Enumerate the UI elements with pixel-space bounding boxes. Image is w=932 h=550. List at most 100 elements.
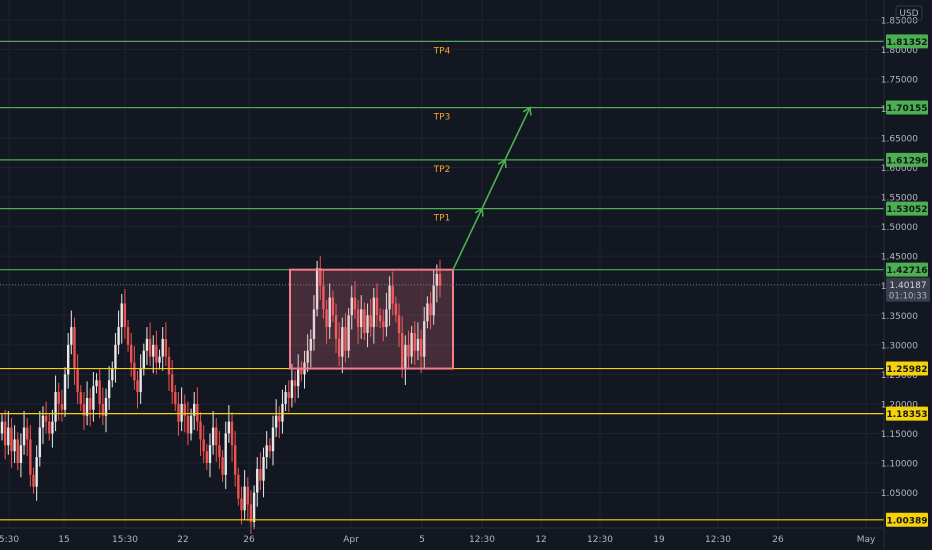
candle-body [322,285,325,310]
projection-arrow[interactable] [452,106,532,271]
candle-body [41,415,45,428]
price-tag-value: 1.70155 [887,104,928,114]
candle-body [233,445,237,475]
candle-body [205,451,209,463]
candle-body [372,297,376,328]
candle-body [114,344,117,369]
candle-body [243,486,246,511]
y-tick-label: 1.65000 [881,135,918,145]
candle-body [315,268,319,310]
candle-body [174,392,177,404]
candle-body [259,468,262,481]
price-tag-bg [886,201,928,216]
candle-body [325,309,328,328]
candle-body [353,297,357,310]
candle-body [394,303,398,316]
candle-body [189,415,193,434]
price-tag-value: 1.61296 [887,156,928,166]
projection-path[interactable] [452,107,531,271]
candle-body [413,333,416,351]
candle-body [129,344,133,363]
y-tick-label: 1.80000 [881,46,918,56]
candle-body [366,315,369,333]
candle-body [391,285,394,304]
candle-body [347,315,350,351]
y-tick-label: 1.05000 [881,489,918,499]
candle-body [82,403,86,416]
countdown-timer: 01:10:33 [889,292,927,302]
candle-body [54,392,57,422]
candle-body [38,427,42,458]
candle-body [98,380,101,404]
y-tick-label: 1.20000 [881,400,918,410]
x-tick-label: 12 [535,535,546,545]
price-tag-bg [886,152,928,167]
candle-body [57,392,60,404]
candle-body [334,315,338,339]
range-box[interactable] [289,268,454,370]
candle-body [48,421,51,434]
candle-body [284,392,287,404]
x-tick-label: 12:30 [469,535,495,545]
candle-body [375,297,379,316]
candle-body [240,498,243,511]
candle-body [158,356,161,363]
candle-body [432,285,435,316]
price-tags: 1.81352 1.70155 1.61296 1.53052 1.42716 1.259… [886,34,928,527]
y-tick-label: 1.85000 [881,16,918,26]
candle-body [180,403,183,422]
candle-body [136,380,139,393]
candle-body [208,445,212,463]
candle-body [76,368,79,393]
candle-body [271,427,275,452]
candle-body [312,309,316,339]
price-tag-bg [886,361,928,376]
candle-body [63,374,67,410]
candle-body [170,374,174,393]
candle-body [249,504,253,523]
candle-body [152,344,155,357]
x-tick-label: 15 [58,535,69,545]
currency-label[interactable]: USD [899,9,918,19]
candle-body [95,380,98,387]
price-tag-value: 1.42716 [887,266,928,276]
x-tick-label: 26 [243,535,255,545]
y-tick-label: 1.35000 [881,312,918,322]
x-tick-label: May [857,535,876,545]
candle-body [252,492,256,523]
candle-body [237,474,240,499]
candle-body [341,327,344,357]
price-tag-bg [886,512,928,527]
range-box-rect[interactable] [289,268,454,370]
price-tag-bg [886,262,928,277]
candle-body [3,421,7,446]
y-tick-label: 1.15000 [881,430,918,440]
candle-body [426,303,429,322]
candle-body [126,327,130,345]
candle-body [256,468,259,493]
candle-body [331,297,335,316]
y-tick-label: 1.25000 [881,371,918,381]
candle-body [142,350,145,369]
candle-body [268,445,272,452]
time-axis[interactable]: 5:30 15 15:30 22 26 Apr 5 12:30 12 12:30 19 12:30 26… [0,527,884,545]
candle-body [161,338,164,357]
candle-body [155,344,158,363]
candle-body [145,338,149,351]
candle-body [73,327,76,369]
currency-label-box[interactable] [895,5,923,21]
candle-body [196,403,199,422]
candle-body [167,356,171,375]
candle-body [19,445,23,463]
candle-body [186,415,190,434]
candle-body [7,427,10,446]
x-tick-label: 5 [419,535,425,545]
candle-body [328,297,331,328]
candle-body [297,368,300,387]
candle-body [388,285,391,310]
candle-body [416,338,420,351]
price-tag-bg [886,34,928,49]
candle-body [101,403,105,416]
